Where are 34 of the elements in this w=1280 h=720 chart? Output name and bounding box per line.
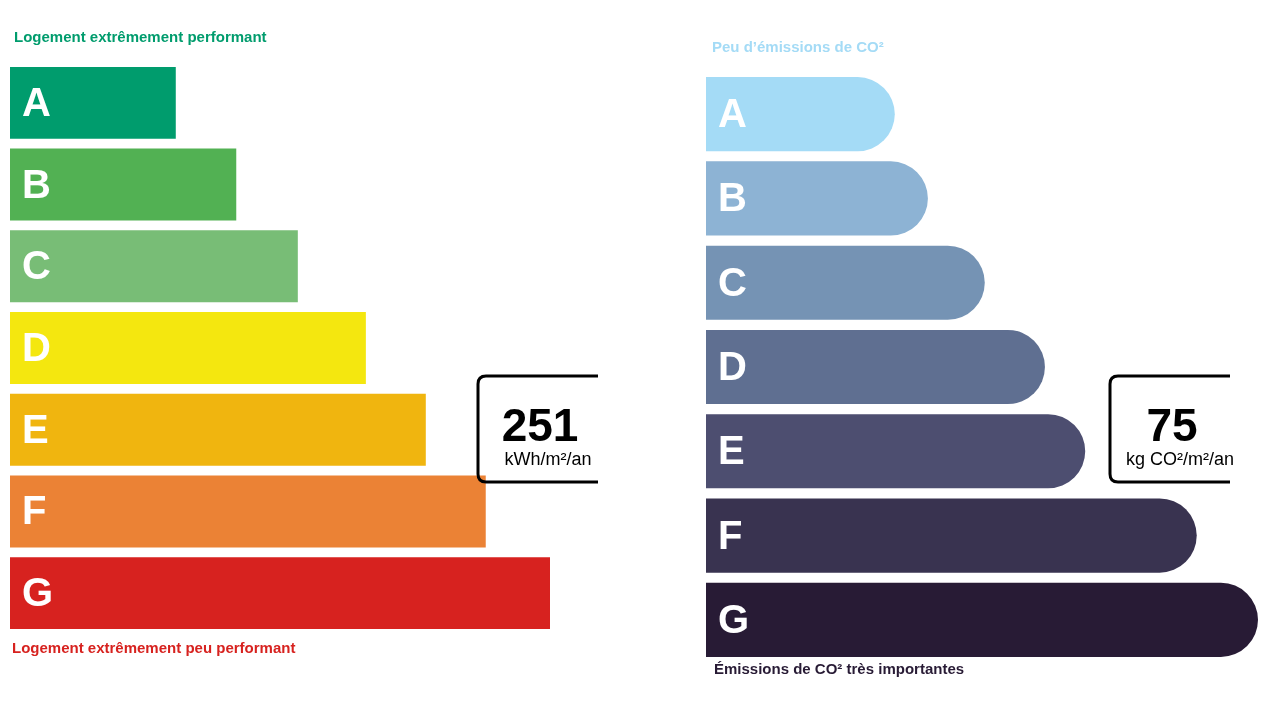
- y-tick-label: A: [718, 91, 747, 136]
- bar: [706, 77, 895, 152]
- y-tick-label: C: [718, 259, 747, 304]
- bar: [10, 312, 366, 384]
- bar: [10, 230, 298, 303]
- bar: [10, 66, 176, 139]
- y-tick-label: D: [718, 344, 747, 389]
- y-tick-label: F: [718, 512, 743, 557]
- bar: [706, 245, 985, 320]
- y-tick-label: D: [22, 325, 51, 370]
- y-tick-label: C: [22, 243, 51, 288]
- annotation: 251 kWh/m²/an: [501, 399, 592, 469]
- y-tick-label: B: [22, 161, 51, 206]
- y-tick-label: A: [22, 79, 51, 124]
- bar: [10, 393, 426, 466]
- bar: [706, 161, 928, 236]
- y-tick-label: G: [22, 570, 54, 615]
- text: Logement extrêmement peu performant: [12, 639, 296, 656]
- y-tick-label: E: [22, 406, 49, 451]
- bar: [706, 498, 1197, 573]
- bar: [10, 148, 237, 221]
- annotation: Émissions de CO² très importantes: [714, 660, 965, 677]
- bar: [706, 414, 1086, 489]
- y-tick-label: E: [718, 428, 745, 473]
- y-tick-label: B: [718, 175, 747, 220]
- bar: [10, 557, 550, 630]
- chart-title: Logement extrêmement performant: [14, 28, 267, 45]
- y-tick-label: F: [22, 488, 47, 533]
- bar: [10, 475, 486, 548]
- annotation: 75 kg CO²/m²/an: [1125, 399, 1235, 469]
- chart-title: Peu d’émissions de CO²: [712, 38, 884, 55]
- bar: [706, 582, 1258, 657]
- bar: [706, 329, 1045, 405]
- y-tick-label: G: [718, 596, 750, 641]
